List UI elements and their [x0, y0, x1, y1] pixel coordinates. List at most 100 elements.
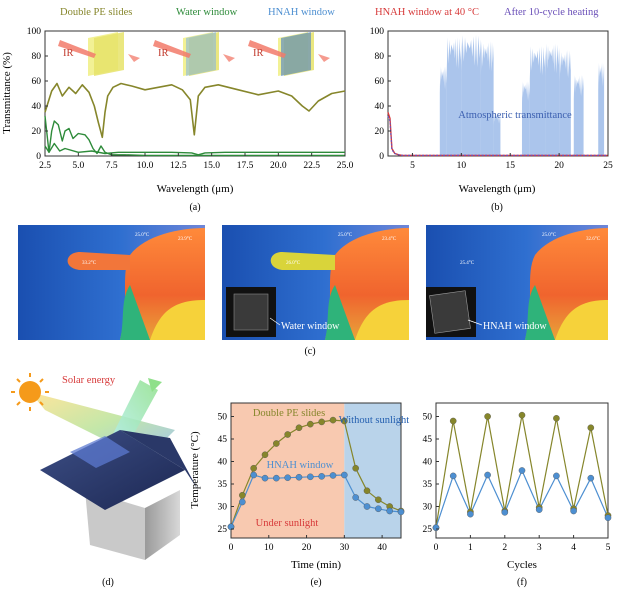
chart-f-xlabel: Cycles	[507, 559, 537, 571]
ir-label: IR	[63, 48, 74, 59]
ir-beam	[153, 40, 191, 58]
series-double-pe-point	[352, 464, 359, 472]
thermal-3-readout-3: 25.4°C	[460, 261, 475, 266]
series-hnah-point	[250, 471, 257, 479]
series-hnah-window-line	[44, 142, 345, 156]
region-without-sunlight: Without sunlight	[339, 415, 410, 426]
series-hnah-point	[273, 474, 280, 482]
atmospheric-band	[493, 112, 501, 156]
chart-f-ytick-label: 35	[423, 480, 433, 490]
chart-e-frame	[230, 402, 402, 539]
series-double-pe-point	[518, 411, 526, 419]
thermal-images: 25.0°C 23.9°C 33.2°C 25.0°C 23.4°C 26.0°…	[18, 225, 608, 357]
thermal-image-1: 25.0°C 23.9°C 33.2°C	[18, 225, 205, 340]
series-double-pe-point	[250, 464, 257, 472]
chart-e-xlabel: Time (min)	[291, 559, 341, 571]
chart-e-xtick-label: 30	[340, 543, 350, 553]
chart-e-xtick-label: 0	[229, 543, 234, 553]
chart-b-ytick-label: 20	[375, 127, 385, 137]
series-hnah-point	[467, 510, 474, 518]
chart-e-xtick-label: 10	[264, 543, 274, 553]
chart-a-xtick-label: 25.0	[337, 161, 354, 171]
chart-b-ytick-label: 80	[375, 52, 385, 62]
chart-f-xtick-label: 2	[502, 543, 507, 553]
chart-f-xtick-label: 3	[537, 543, 542, 553]
series-hnah-point	[501, 509, 509, 516]
series-hnah-point	[284, 474, 291, 482]
chart-f-ytick-label: 40	[423, 458, 433, 468]
chart-a-xlabel: Wavelength (μm)	[157, 183, 234, 195]
chart-b-xtick-label: 5	[410, 161, 415, 171]
series-hnah-point	[432, 524, 440, 531]
chart-a-xtick-label: 15.0	[203, 161, 220, 171]
series-double-pe-point	[341, 417, 348, 425]
chart-a-xtick-label: 2.5	[39, 161, 51, 171]
series-hnah-point	[397, 508, 405, 516]
series-double-pe-point	[239, 491, 246, 499]
panel-label-b: (b)	[491, 202, 503, 213]
panel-label-c: (c)	[304, 346, 315, 357]
chart-f-xtick-label: 1	[468, 543, 473, 553]
ir-arrow-out	[223, 54, 235, 62]
series-hnah-point	[318, 473, 325, 480]
series-hnah-point	[341, 471, 348, 479]
solar-energy-label: Solar energy	[62, 375, 116, 386]
chart-a-ytick-label: 40	[32, 102, 42, 112]
series-hnah-point	[352, 494, 359, 501]
series-double-pe-point	[553, 414, 560, 422]
chart-e-xtick-label: 20	[302, 543, 312, 553]
series-double-pe-point	[318, 418, 325, 426]
ir-schematic-3: IR	[248, 32, 330, 76]
atmospheric-band	[529, 46, 546, 156]
chart-b-xlabel: Wavelength (μm)	[459, 183, 536, 195]
series-double-pe-point	[284, 431, 291, 438]
thermal-3-readout-2: 32.6°C	[586, 237, 601, 242]
chart-b-xtick-label: 15	[505, 161, 515, 171]
series-hnah-point	[329, 472, 337, 479]
series-double-pe-point	[484, 413, 491, 420]
legend-hnah-40c: HNAH window at 40 °C	[375, 7, 479, 18]
series-hnah-point	[484, 471, 491, 479]
atmospheric-band	[461, 34, 481, 156]
chart-a-ytick-label: 100	[27, 27, 42, 37]
region-under-sunlight-fill	[231, 403, 345, 538]
ir-arrow-out	[128, 54, 140, 62]
panel-label-d: (d)	[102, 577, 114, 588]
legend-hnah-window: HNAH window	[268, 7, 335, 18]
house-diagram: Solar energy (d)	[11, 373, 198, 588]
series-label-double-pe: Double PE slides	[253, 408, 325, 419]
series-after-10-cycle-line	[387, 115, 608, 156]
series-double-pe-line	[44, 82, 346, 139]
series-hnah-point	[570, 507, 577, 515]
legend-water-window: Water window	[176, 7, 238, 18]
series-hnah-point	[261, 474, 269, 482]
atmospheric-band	[598, 62, 605, 156]
series-double-pe-point	[375, 496, 382, 504]
series-double-pe-point	[295, 424, 303, 432]
chart-b: 5 10 15 20 25 0 20 40 60 80 100 Atmospheric transm…	[370, 7, 613, 213]
series-hnah-point	[227, 523, 235, 531]
chart-b-xtick-label: 10	[457, 161, 467, 171]
chart-b-xtick-label: 25	[603, 161, 613, 171]
chart-a-xtick-label: 17.5	[237, 161, 254, 171]
ir-schematic-1: IR	[58, 32, 140, 76]
chart-b-ytick-label: 0	[379, 152, 384, 162]
ir-label: IR	[158, 48, 169, 59]
series-double-pe-line	[230, 419, 402, 528]
ir-arrow-out	[318, 54, 330, 62]
atmospheric-annotation: Atmospheric transmittance	[458, 110, 572, 121]
series-hnah-point	[386, 507, 393, 515]
chart-a-schematics: IR IR IR	[58, 32, 330, 76]
panel-label-e: (e)	[310, 577, 321, 588]
chart-e-ytick-label: 45	[218, 435, 228, 445]
roof	[40, 430, 185, 510]
series-hnah-point	[535, 506, 543, 513]
thermal-2-readout-3: 26.0°C	[286, 261, 301, 266]
series-hnah-point	[518, 467, 526, 474]
legend-after-10-cycle: After 10-cycle heating	[504, 7, 599, 18]
ir-beam	[58, 40, 96, 58]
series-hnah-point	[363, 503, 371, 510]
chart-a-ytick-label: 0	[36, 152, 41, 162]
thermal-2-readout-2: 23.4°C	[382, 237, 397, 242]
